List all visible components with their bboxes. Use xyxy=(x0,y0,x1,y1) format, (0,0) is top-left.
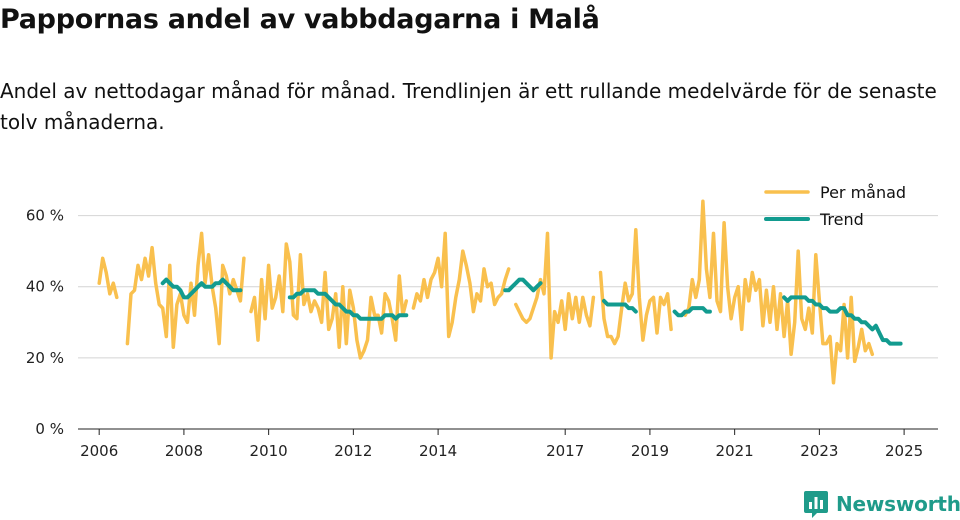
legend-label-trend: Trend xyxy=(819,210,864,229)
y-tick-label: 60 % xyxy=(26,207,64,225)
x-tick-label: 2006 xyxy=(80,442,118,460)
series-lines xyxy=(97,199,903,385)
x-tick-label: 2008 xyxy=(165,442,203,460)
y-tick-label: 0 % xyxy=(35,420,64,438)
x-tick-label: 2014 xyxy=(419,442,457,460)
x-tick-label: 2017 xyxy=(546,442,584,460)
gridlines xyxy=(78,215,938,430)
x-tick-label: 2019 xyxy=(631,442,669,460)
x-tick-label: 2010 xyxy=(250,442,288,460)
legend: Per månad Trend xyxy=(764,183,906,229)
chart-title: Pappornas andel av vabbdagarna i Malå xyxy=(0,4,600,35)
x-tick-label: 2021 xyxy=(716,442,754,460)
x-tick-label: 2012 xyxy=(334,442,372,460)
x-tick-label: 2025 xyxy=(885,442,923,460)
brand-name: Newsworthy xyxy=(836,492,960,516)
y-tick-label: 20 % xyxy=(26,349,64,367)
newsworthy-logo-icon xyxy=(804,491,828,518)
y-tick-label: 40 % xyxy=(26,278,64,296)
x-tick-label: 2023 xyxy=(800,442,838,460)
legend-label-per-manad: Per månad xyxy=(820,183,906,202)
tick-labels: 0 % 20 % 40 % 60 % 2006 2008 2010 2012 2014 2017 2… xyxy=(26,207,923,460)
series-line-per-manad xyxy=(97,199,875,385)
series-line-trend xyxy=(160,277,903,346)
x-axis xyxy=(78,428,938,435)
brand-logo: Newsworthy xyxy=(804,489,960,519)
chart-subtitle: Andel av nettodagar månad för månad. Tre… xyxy=(0,79,937,134)
